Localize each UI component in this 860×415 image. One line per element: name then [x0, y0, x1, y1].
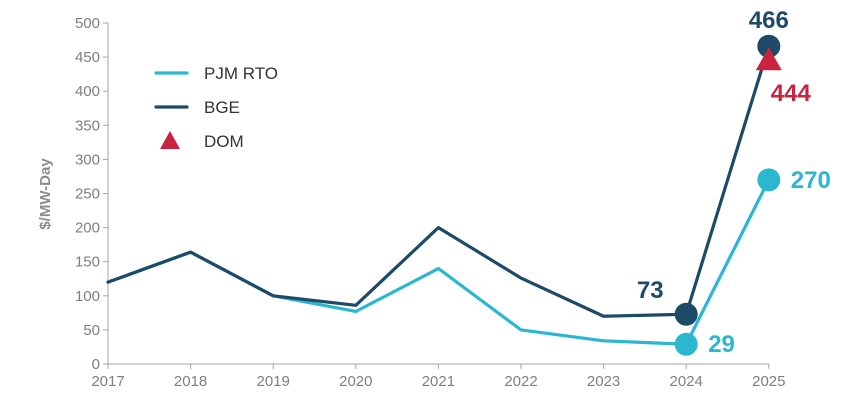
- y-axis-label: $/MW-Day: [37, 158, 54, 230]
- x-tick-label-2021: 2021: [422, 373, 455, 390]
- x-tick-label-2022: 2022: [504, 373, 537, 390]
- series-markers: [674, 34, 782, 356]
- y-tick-label-150: 150: [75, 254, 100, 271]
- y-tick-label-50: 50: [83, 322, 100, 339]
- y-tick-label-0: 0: [92, 356, 100, 373]
- axes: [103, 22, 770, 369]
- data-label-pjm-rto-2024: 29: [708, 331, 735, 358]
- data-label-bge-2024: 73: [637, 277, 664, 304]
- point-bge-2024: [674, 302, 698, 326]
- y-tick-label-400: 400: [75, 83, 100, 100]
- y-tick-label-250: 250: [75, 186, 100, 203]
- y-tick-labels: 0 50 100 150 200 250 300 350 400 450 500: [75, 15, 100, 373]
- legend-label-pjm-rto: PJM RTO: [204, 64, 278, 83]
- legend-label-dom: DOM: [204, 132, 244, 151]
- legend-swatch-dom: [160, 131, 180, 149]
- y-tick-label-300: 300: [75, 151, 100, 168]
- series-line-bge: [106, 44, 771, 318]
- point-pjm-rto-2024: [674, 332, 698, 356]
- data-label-pjm-rto-2025: 270: [791, 167, 831, 194]
- x-tick-label-2018: 2018: [174, 373, 207, 390]
- x-tick-label-2025: 2025: [752, 373, 785, 390]
- data-labels: 73 29 466 444 270: [637, 7, 831, 358]
- x-tick-label-2017: 2017: [91, 373, 124, 390]
- series-lines: [106, 44, 771, 346]
- point-dom-2025: [755, 47, 782, 71]
- y-tick-label-450: 450: [75, 49, 100, 66]
- y-tick-label-350: 350: [75, 117, 100, 134]
- x-tick-label-2019: 2019: [257, 373, 290, 390]
- point-bge-2025: [757, 34, 781, 58]
- y-tick-label-500: 500: [75, 15, 100, 32]
- data-label-dom-2025: 444: [771, 80, 812, 107]
- y-tick-label-100: 100: [75, 288, 100, 305]
- x-tick-label-2020: 2020: [339, 373, 372, 390]
- legend-label-bge: BGE: [204, 98, 240, 117]
- point-pjm-rto-2025: [757, 168, 781, 192]
- x-tick-label-2024: 2024: [670, 373, 703, 390]
- legend: PJM RTO BGE DOM: [154, 64, 278, 151]
- data-label-bge-2025: 466: [749, 7, 789, 34]
- x-tick-labels: 2017 2018 2019 2020 2021 2022 2023 2024 2025: [91, 373, 785, 390]
- x-tick-label-2023: 2023: [587, 373, 620, 390]
- y-tick-label-200: 200: [75, 220, 100, 237]
